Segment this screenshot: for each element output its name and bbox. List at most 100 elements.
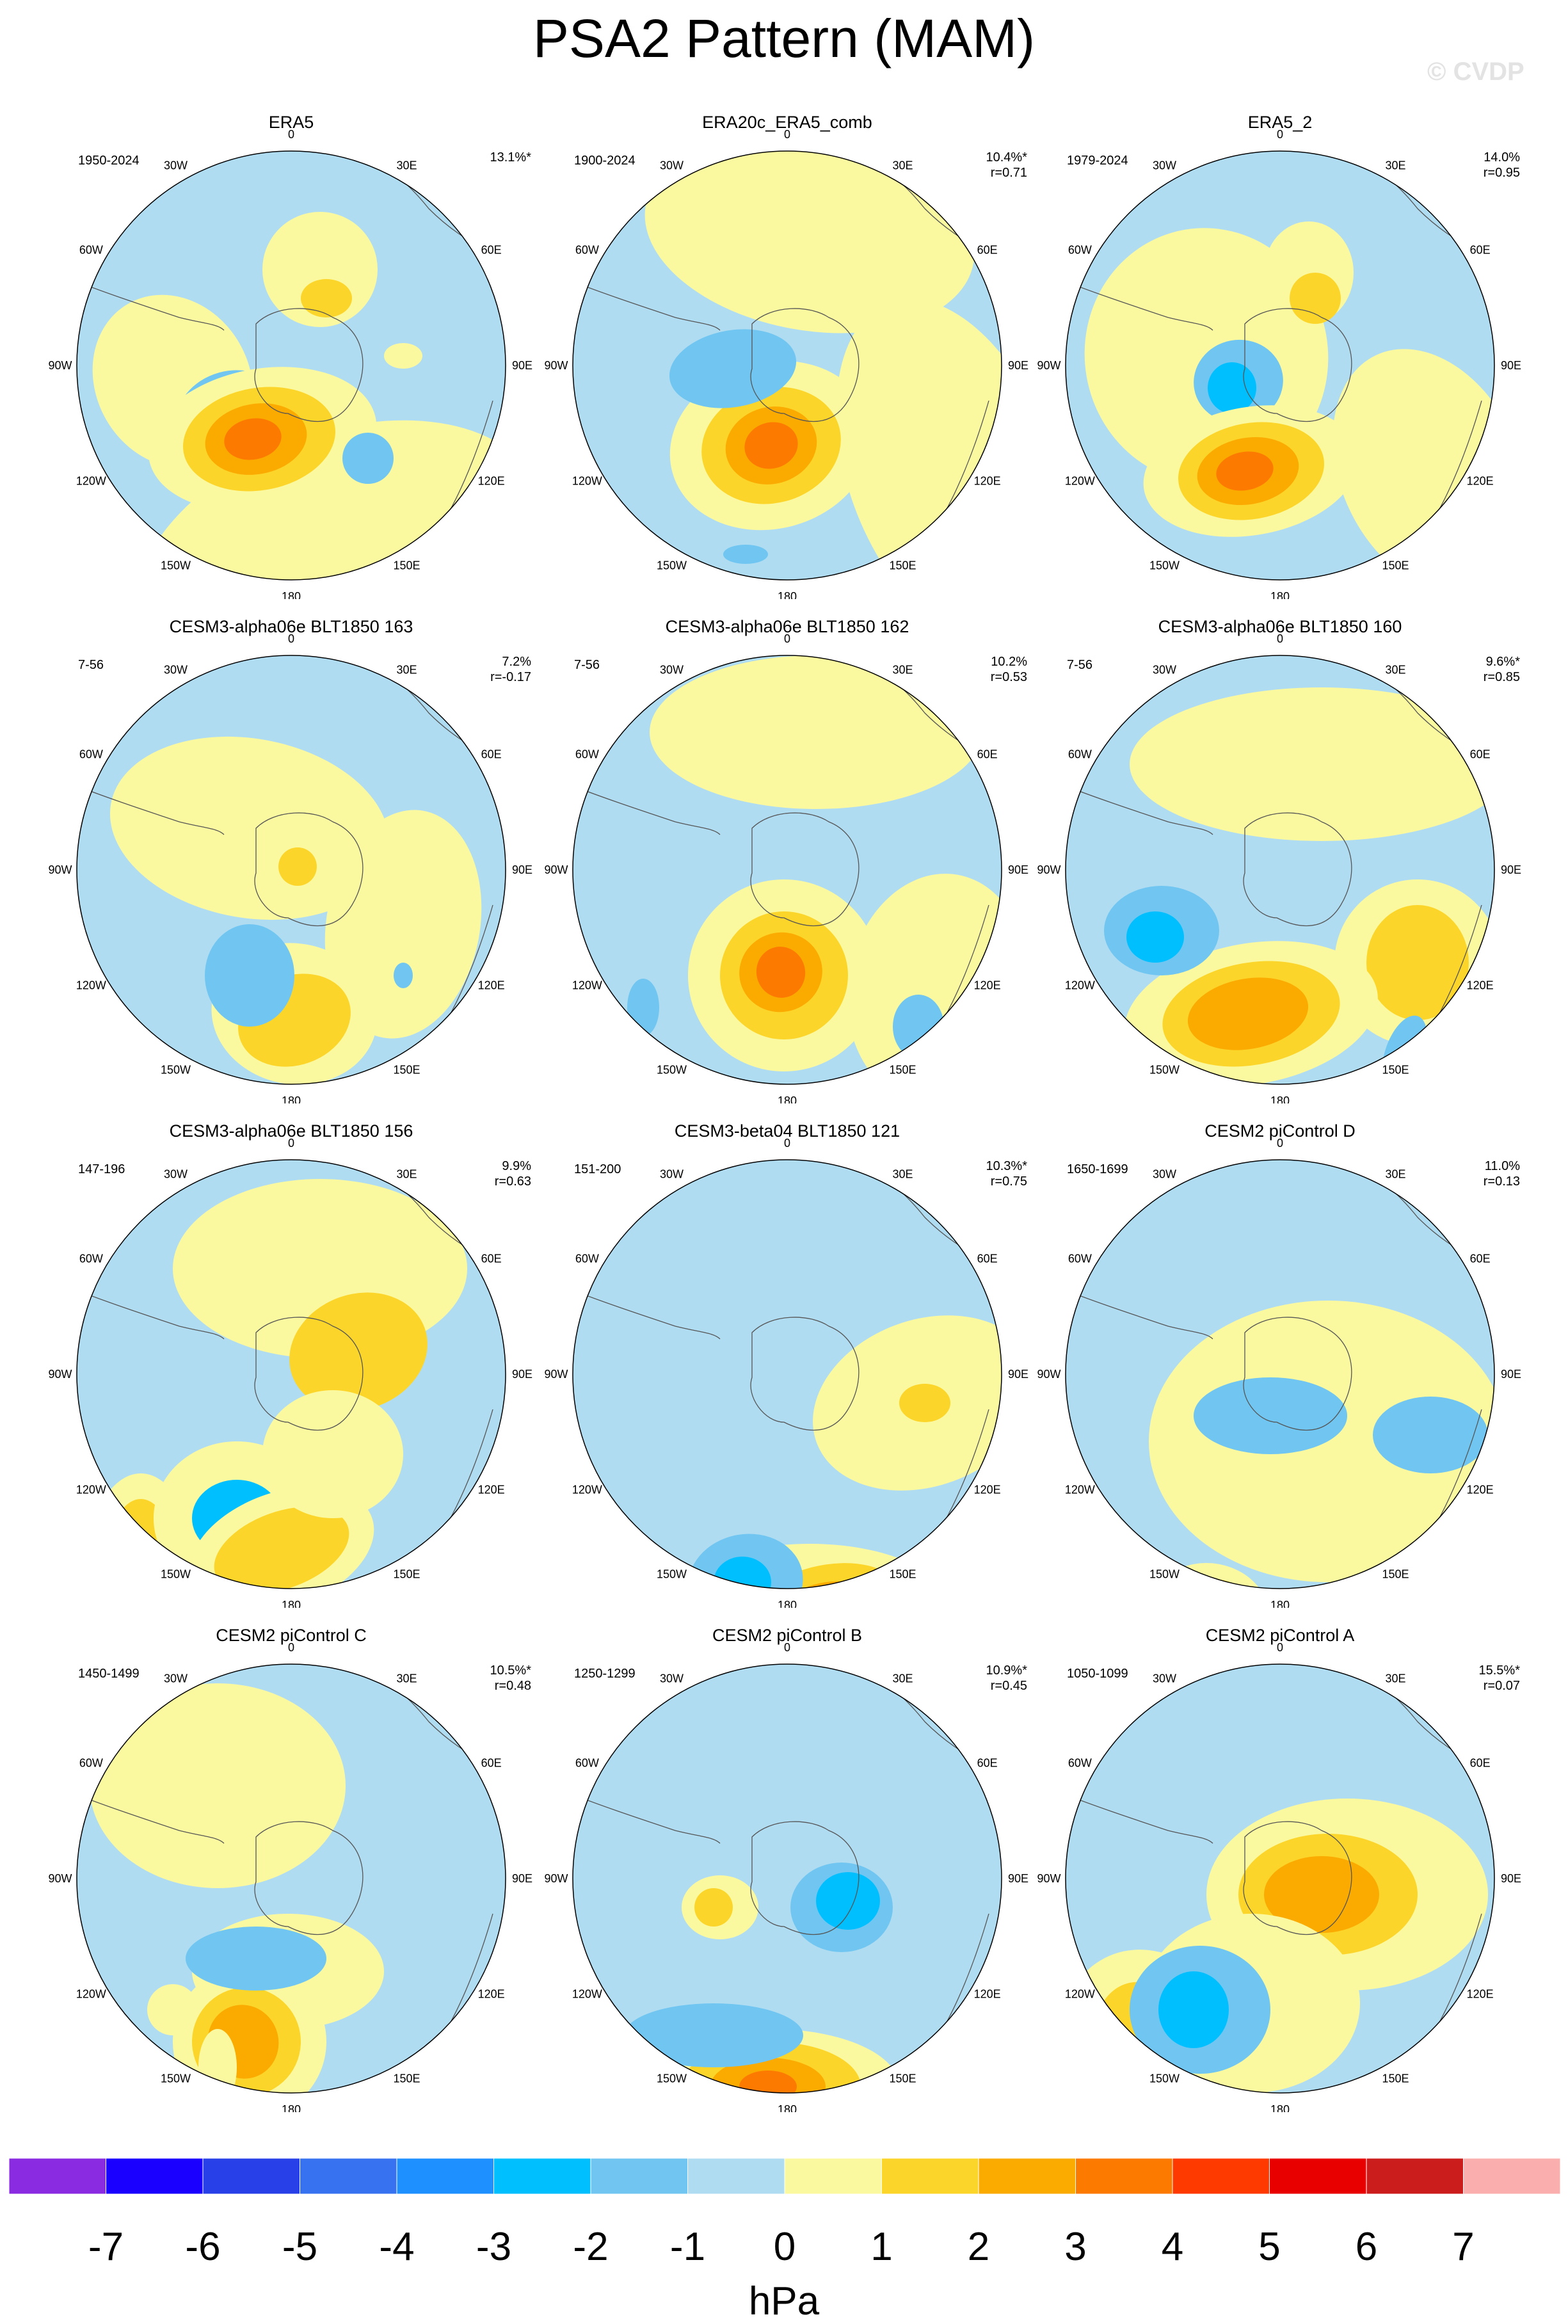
lon-label: 180 [1270, 1599, 1290, 1608]
south-america-coastline [573, 1287, 721, 1340]
panel-stats: 9.9% r=0.63 [495, 1158, 531, 1189]
variance-explained: 7.2% [502, 655, 531, 669]
lon-label: 90W [1037, 1368, 1060, 1381]
lon-label: 120E [1467, 475, 1494, 488]
lon-label: 120E [478, 475, 505, 488]
antarctica-coastline [1243, 308, 1352, 422]
anomaly-contour [650, 655, 982, 809]
pattern-correlation: r=0.85 [1483, 670, 1520, 684]
lon-label: 120E [974, 979, 1001, 992]
panel-stats: 10.5%* r=0.48 [490, 1663, 532, 1694]
lon-label: 90E [1501, 359, 1521, 372]
map-panel: 0 30E 60E 90E 120E 150E 180 150W 120W 90W 60W 30W ER… [541, 113, 1034, 599]
colorbar-swatch [493, 2158, 591, 2195]
lon-label: 180 [282, 2103, 301, 2112]
colorbar-swatch [9, 2158, 106, 2195]
lon-label: 60W [575, 244, 599, 257]
panel-stats: 10.3%* r=0.75 [986, 1158, 1028, 1189]
panel-period: 7-56 [1067, 658, 1093, 672]
lon-label: 30E [1385, 159, 1405, 172]
panel-stats: 15.5%* r=0.07 [1479, 1663, 1521, 1694]
lon-label: 90E [512, 1368, 532, 1381]
lon-label: 120W [572, 1484, 602, 1496]
lon-label: 30E [1385, 1167, 1405, 1180]
lon-label: 120E [1467, 1484, 1494, 1496]
anomaly-contour [644, 151, 975, 333]
lon-label: 150W [161, 559, 191, 572]
lon-label: 150W [161, 2072, 191, 2085]
polar-map: 0 30E 60E 90E 120E 150E 180 150W 120W 90W 60W 30W [544, 1641, 1028, 2112]
lon-label: 0 [288, 1137, 294, 1150]
lon-label: 150W [1149, 1568, 1180, 1581]
panel-period: 1979-2024 [1067, 154, 1128, 168]
pattern-correlation: r=0.13 [1483, 1174, 1520, 1189]
lon-label: 180 [1270, 590, 1290, 599]
lon-label: 30E [892, 1167, 913, 1180]
antarctica-coastline [1243, 1821, 1352, 1935]
variance-explained: 10.2% [991, 655, 1027, 669]
lon-label: 60W [575, 1757, 599, 1770]
anomaly-contour [301, 279, 352, 317]
colorbar-swatch [881, 2158, 979, 2195]
polar-map: 0 30E 60E 90E 120E 150E 180 150W 120W 90W 60W 30W [1037, 128, 1521, 599]
lon-label: 150W [657, 1568, 687, 1581]
colorbar-swatch [1463, 2158, 1560, 2195]
anomaly-contour [1366, 905, 1469, 1020]
anomaly-contour [289, 1292, 428, 1411]
map-panel: 0 30E 60E 90E 120E 150E 180 150W 120W 90W 60W 30W ER… [1034, 113, 1526, 599]
lon-label: 30E [892, 663, 913, 676]
page-title: PSA2 Pattern (MAM) [532, 8, 1036, 68]
anomaly-contour [1130, 687, 1494, 841]
lon-label: 90E [1008, 1872, 1028, 1885]
panel-title: CESM3-beta04 BLT1850 121 [674, 1121, 900, 1141]
lon-label: 120W [1065, 979, 1095, 992]
lon-label: 90W [48, 1872, 72, 1885]
colorbar-swatch [1269, 2158, 1367, 2195]
south-america-coastline [573, 278, 721, 331]
pattern-correlation: r=-0.17 [490, 670, 531, 684]
lon-label: 180 [282, 1094, 301, 1103]
lon-label: 120W [1065, 1484, 1095, 1496]
lon-label: 60E [1470, 244, 1491, 257]
lon-label: 90W [544, 863, 568, 876]
panel-stats: 10.2% r=0.53 [991, 654, 1027, 685]
colorbar-tick-label: 0 [773, 2225, 796, 2269]
lon-label: 150E [393, 1064, 420, 1077]
variance-explained: 10.4%* [986, 150, 1028, 164]
colorbar-swatch [202, 2158, 300, 2195]
anomaly-contour [1373, 1397, 1488, 1473]
lon-label: 90E [1501, 1368, 1521, 1381]
lon-label: 30E [1385, 663, 1405, 676]
lon-label: 30E [892, 1672, 913, 1685]
lon-label: 150W [657, 559, 687, 572]
antarctica-coastline [254, 308, 364, 422]
lon-label: 60W [1068, 244, 1092, 257]
antarctica-coastline [750, 812, 860, 927]
variance-explained: 10.3%* [986, 1159, 1028, 1173]
lon-label: 120E [1467, 1988, 1494, 2001]
lon-label: 150W [161, 1568, 191, 1581]
lon-label: 150E [889, 559, 916, 572]
south-america-coastline [77, 1791, 225, 1844]
lon-label: 0 [784, 1137, 790, 1150]
anomaly-contour [1187, 1595, 1238, 1608]
south-america-coastline [1066, 783, 1213, 835]
panel-title: CESM3-alpha06e BLT1850 160 [1158, 617, 1402, 636]
antarctica-coastline [254, 1317, 364, 1431]
lon-label: 0 [288, 632, 294, 645]
anomaly-contour [1126, 911, 1184, 963]
lon-label: 0 [784, 128, 790, 141]
lon-label: 30W [660, 159, 684, 172]
watermark: © CVDP [1427, 58, 1524, 86]
panel-stats: 9.6%* r=0.85 [1484, 654, 1520, 685]
colorbar-swatch [687, 2158, 785, 2195]
anomaly-contour [669, 329, 797, 408]
lon-label: 30W [660, 663, 684, 676]
lon-label: 150W [1149, 559, 1180, 572]
panel-title: CESM3-alpha06e BLT1850 163 [169, 617, 413, 636]
anomaly-contour [1149, 1301, 1494, 1582]
anomaly-contour [198, 2029, 237, 2093]
anomaly-contour [186, 1927, 326, 1991]
lon-label: 90W [48, 863, 72, 876]
panel-title: CESM2 piControl C [216, 1626, 367, 1645]
